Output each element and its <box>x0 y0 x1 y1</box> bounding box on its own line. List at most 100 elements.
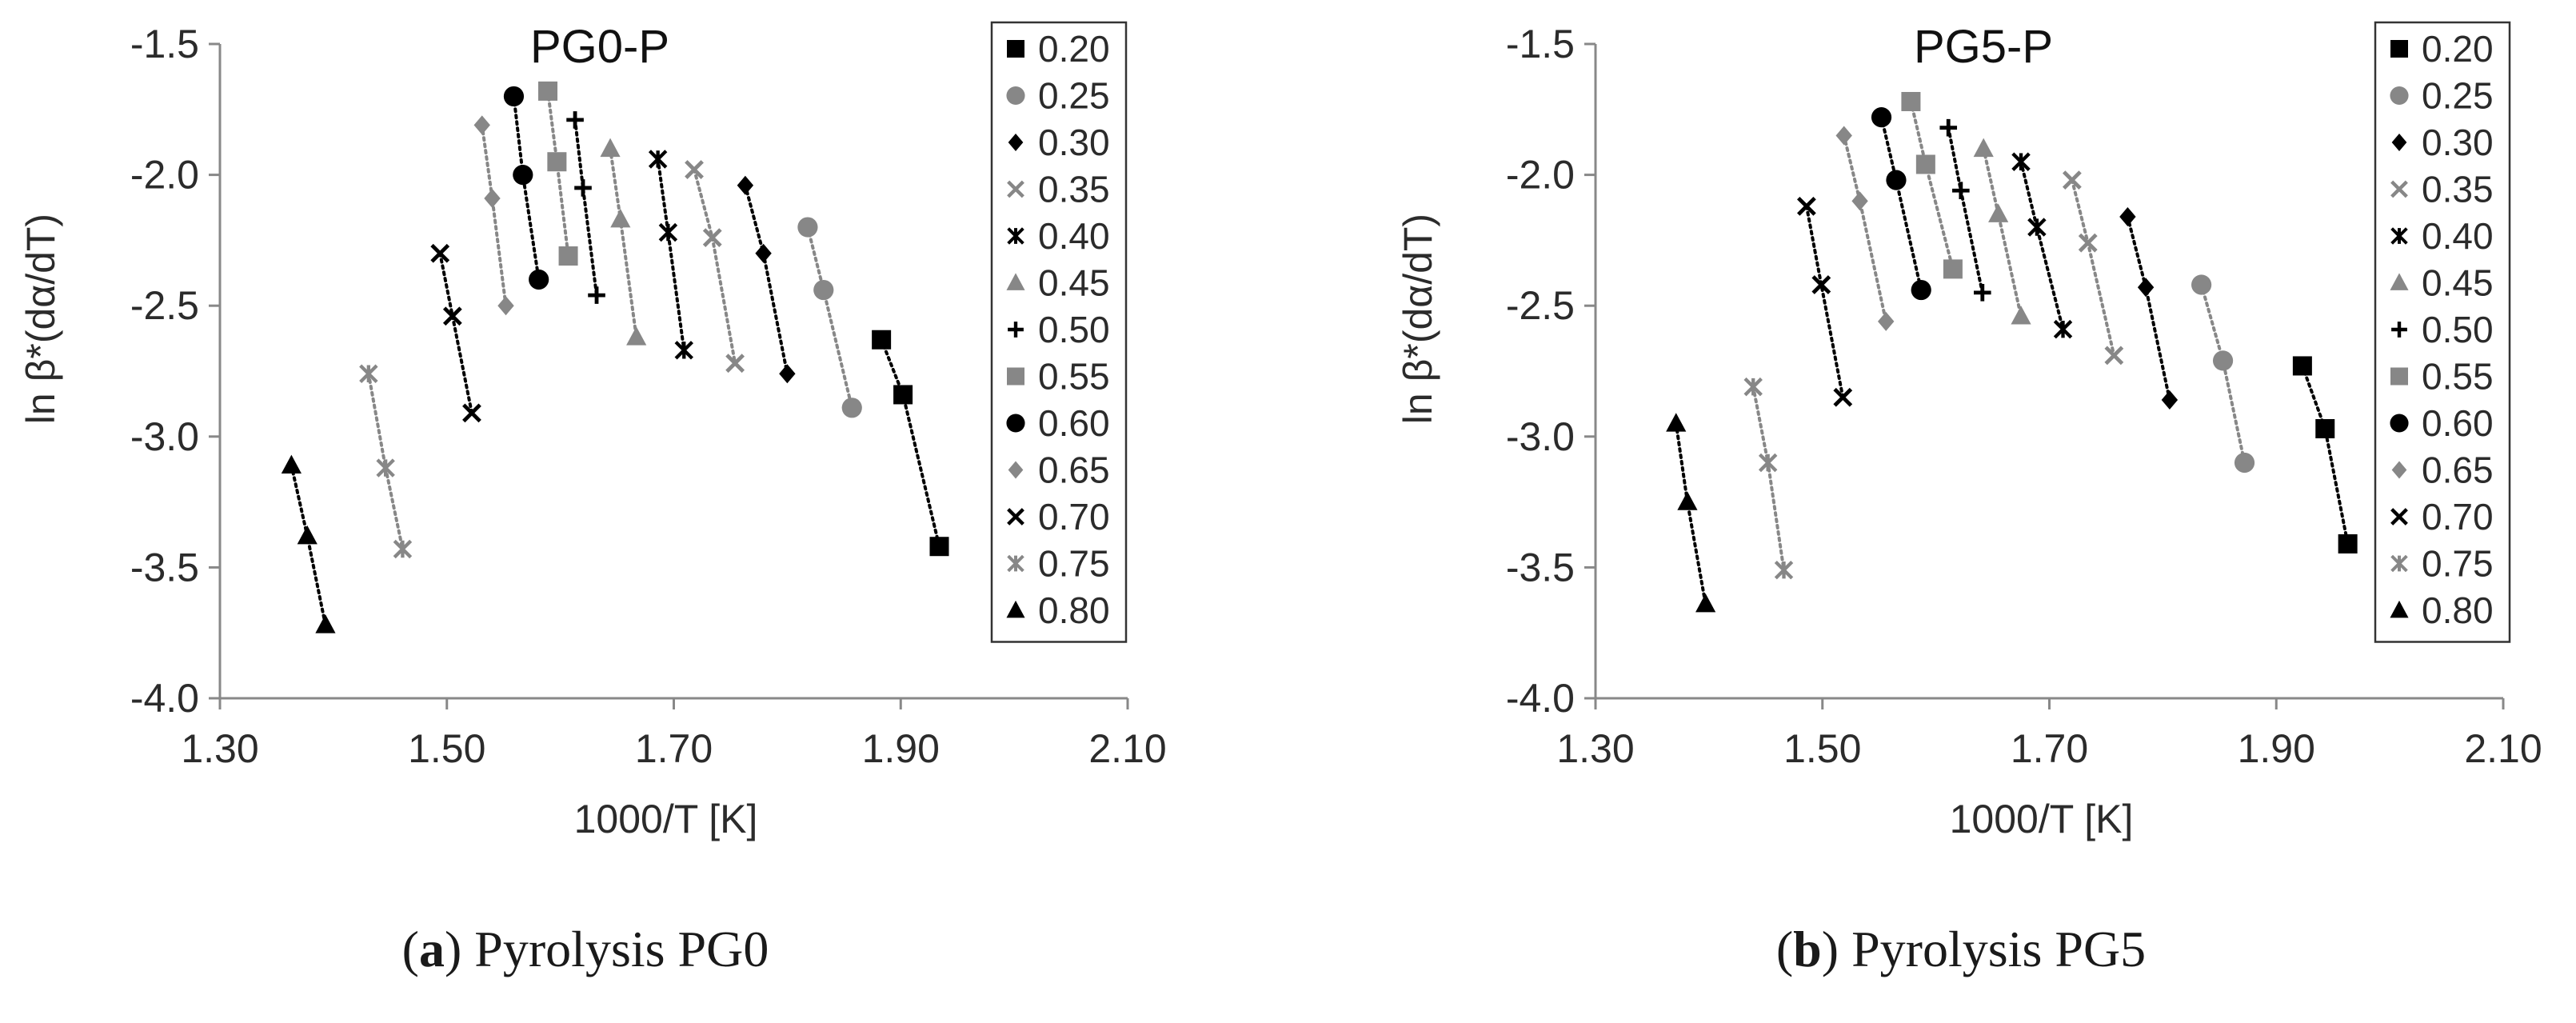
series-line <box>743 183 789 376</box>
y-tick-label: -3.5 <box>1506 545 1575 589</box>
data-point <box>2191 274 2212 295</box>
legend-marker <box>1007 180 1024 198</box>
data-point <box>430 243 450 263</box>
chart-pg5: -1.5 -2.0 -2.5 -3.0 -3.5 -4.0 1.30 1.50 1.70 1.90… <box>1396 21 2542 841</box>
series-0-35 <box>685 160 745 374</box>
caption-a: (a) Pyrolysis PG0 <box>401 921 769 977</box>
series-line <box>805 226 854 410</box>
y-tick-label: -2.0 <box>130 153 199 198</box>
series-line <box>1674 422 1707 606</box>
series-line <box>1804 204 1845 399</box>
data-point <box>1835 126 1852 146</box>
legend-marker <box>2390 227 2408 245</box>
data-point <box>1878 311 1895 331</box>
series-0-80 <box>281 454 336 633</box>
series-0-25 <box>797 217 862 418</box>
data-point <box>588 286 605 304</box>
data-point <box>1833 387 1853 407</box>
y-tick-label: -1.5 <box>130 22 199 66</box>
legend-label: 0.60 <box>2422 402 2494 444</box>
legend-marker <box>1007 227 1024 245</box>
y-axis-label: ln β*(dα/dT) <box>18 214 63 424</box>
series-line <box>573 118 599 298</box>
legend-entry: 0.30 <box>1008 122 1110 163</box>
x-axis-label: 1000/T [K] <box>574 797 758 841</box>
caption-a-letter: a <box>418 921 445 977</box>
data-point <box>2053 319 2073 339</box>
data-point <box>1901 91 1921 111</box>
series-0-50 <box>1939 118 1991 302</box>
series-line <box>1842 134 1888 323</box>
legend-entry: 0.80 <box>2390 589 2494 631</box>
series-0-65 <box>1835 126 1895 331</box>
legend-label: 0.45 <box>2422 262 2494 304</box>
series-0-55 <box>1901 91 1963 279</box>
legend-label: 0.70 <box>2422 496 2494 537</box>
legend-label: 0.25 <box>1038 75 1110 117</box>
y-tick-label: -1.5 <box>1506 22 1575 66</box>
legend: 0.20 0.25 0.30 0.35 0.40 0.45 0.50 0.550.60 0.65… <box>2374 21 2511 643</box>
legend-marker <box>2391 134 2407 151</box>
series-0-20 <box>2292 356 2358 553</box>
y-tick-label: -4.0 <box>130 676 199 721</box>
data-point <box>1911 279 1931 301</box>
legend-marker <box>1007 554 1024 573</box>
y-tick-label: -3.0 <box>1506 414 1575 459</box>
x-tick-label: 1.90 <box>862 726 940 771</box>
legend-entry: 0.30 <box>2391 122 2494 163</box>
legend-marker <box>1006 600 1025 618</box>
legend-entry: 0.35 <box>2390 169 2494 210</box>
legend-label: 0.60 <box>1038 402 1110 444</box>
series-line <box>2126 214 2171 402</box>
series-line <box>693 168 737 366</box>
legend-label: 0.30 <box>2422 122 2494 163</box>
data-point <box>2011 152 2031 171</box>
series-0-60 <box>503 86 549 290</box>
legend-marker <box>1007 367 1024 386</box>
legend-marker <box>1006 414 1025 433</box>
data-point <box>2212 350 2234 371</box>
legend-marker <box>2390 86 2409 106</box>
caption-b: (b) Pyrolysis PG5 <box>1775 921 2147 977</box>
legend-marker <box>2391 322 2407 338</box>
data-point <box>497 296 514 316</box>
x-tick-label: 1.70 <box>2011 726 2088 771</box>
y-tick-label: -2.5 <box>1506 283 1575 328</box>
legend-marker <box>1007 40 1024 58</box>
data-point <box>566 111 584 129</box>
series-0-35 <box>2062 170 2124 366</box>
data-point <box>442 306 462 326</box>
series-0-60 <box>1871 107 1931 301</box>
data-point <box>1758 453 1778 473</box>
legend-entry: 0.80 <box>1006 589 1110 631</box>
data-point <box>1886 170 1907 190</box>
series-line <box>656 157 686 352</box>
legend-entry: 0.60 <box>1006 402 1110 444</box>
legend-label: 0.65 <box>2422 450 2494 491</box>
legend-marker <box>1008 322 1024 338</box>
y-tick-label: -3.5 <box>130 545 199 589</box>
data-point <box>538 81 558 101</box>
series-0-40 <box>648 150 693 360</box>
data-point <box>813 279 834 301</box>
data-point <box>2338 533 2358 553</box>
data-point <box>529 269 549 290</box>
legend-label: 0.35 <box>1038 169 1110 210</box>
legend-label: 0.75 <box>2422 543 2494 585</box>
legend-entry: 0.45 <box>1006 262 1110 304</box>
series-line <box>480 123 508 308</box>
legend-marker <box>1007 508 1024 525</box>
data-point <box>755 243 772 263</box>
series-line <box>609 146 638 339</box>
legend-label: 0.70 <box>1038 496 1110 537</box>
data-point <box>600 138 621 158</box>
series-0-30 <box>737 175 796 384</box>
legend-label: 0.50 <box>2422 309 2494 350</box>
data-point <box>513 165 533 186</box>
legend-entry: 0.70 <box>1007 496 1110 537</box>
legend-marker <box>1006 86 1025 106</box>
series-line <box>546 89 570 258</box>
series-line <box>2070 178 2116 358</box>
legend-entry: 0.75 <box>2390 543 2494 585</box>
data-point <box>1988 203 2009 222</box>
